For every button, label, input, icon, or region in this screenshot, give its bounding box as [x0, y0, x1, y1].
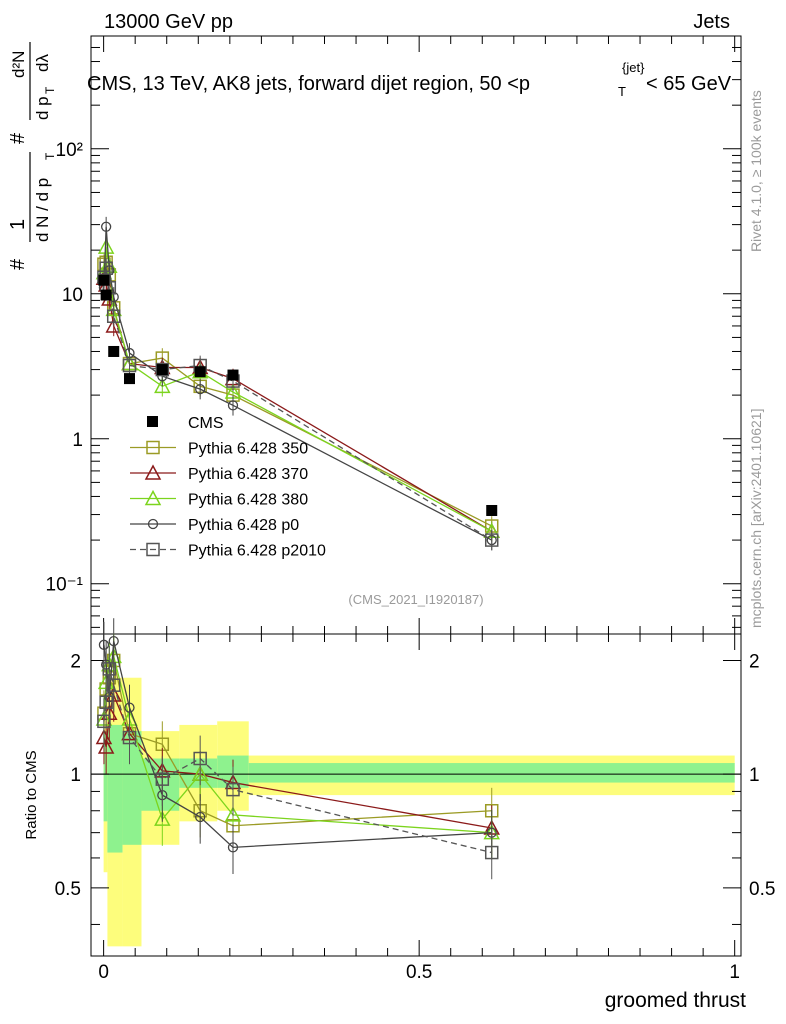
legend-marker: [146, 440, 160, 455]
ratio-point: [108, 635, 119, 647]
x-tick-label: 0: [98, 962, 109, 983]
legend-label: Pythia 6.428 p0: [188, 517, 299, 534]
band-inner: [122, 731, 142, 845]
data-point: [194, 366, 206, 378]
legend-marker: [144, 464, 162, 480]
ratio-point: [193, 751, 207, 766]
legend-label: Pythia 6.428 370: [188, 466, 308, 483]
ratio-point: [224, 806, 242, 822]
data-point: [227, 369, 239, 381]
data-point: [100, 289, 112, 301]
ylabel-dpt: d p: [33, 96, 52, 120]
ratio-tick-label-right: 2: [749, 651, 760, 672]
ylabel-one: 1: [7, 219, 29, 230]
jets-label: Jets: [693, 11, 730, 33]
band-inner: [248, 763, 735, 783]
ratio-point: [100, 659, 112, 670]
ratio-point: [155, 772, 170, 786]
ylabel-hash1: #: [7, 258, 29, 270]
y-tick-label: 10⁻¹: [46, 575, 84, 596]
data-point: [108, 345, 120, 357]
ylabel-hash2: #: [7, 132, 29, 144]
legend-marker: [146, 542, 160, 557]
data-point: [486, 504, 498, 516]
ratio-point: [484, 845, 499, 860]
ratio-tick-label-left: 2: [70, 651, 81, 672]
ylabel-dlam: dλ: [33, 54, 52, 72]
ratio-tick-label-right: 0.5: [749, 879, 775, 900]
series-point: [227, 400, 239, 411]
mcplots-label: mcplots.cern.ch [arXiv:2401.10621]: [748, 409, 764, 628]
legend-cms-marker: [147, 416, 158, 427]
title-sup: {jet}: [622, 60, 645, 75]
ratio-point: [99, 695, 113, 710]
band-inner: [107, 724, 123, 853]
ratio-point: [98, 639, 110, 650]
legend-label: Pythia 6.428 380: [188, 492, 308, 509]
ratio-tick-label-left: 1: [70, 765, 81, 786]
legend-label: Pythia 6.428 p2010: [188, 543, 326, 560]
ratio-point: [102, 662, 117, 676]
y-tick-label: 1: [72, 430, 83, 451]
energy-label: 13000 GeV pp: [104, 11, 233, 33]
y-tick-label: 10²: [56, 140, 83, 161]
ratio-tick-label-left: 0.5: [55, 879, 81, 900]
analysis-watermark: (CMS_2021_I1920187): [348, 592, 483, 607]
ratio-uncertainty-bands: [91, 677, 741, 947]
main-axis-ticks: 10⁻¹ 1 10 10²: [46, 35, 741, 628]
ratio-point: [124, 702, 135, 713]
ylabel-dn: d N / d p: [33, 178, 52, 242]
ratio-point: [154, 810, 171, 826]
ratio-point: [106, 678, 121, 692]
y-tick-label: 10: [62, 285, 83, 306]
legend-marker: [144, 489, 162, 506]
ratio-point: [97, 738, 115, 754]
title-main: CMS, 13 TeV, AK8 jets, forward dijet reg…: [87, 73, 530, 95]
ratio-point: [97, 714, 111, 729]
ratio-series: [95, 618, 500, 880]
ratio-point: [227, 842, 239, 853]
series-point: [195, 383, 206, 395]
rivet-label: Rivet 4.1.0, ≥ 100k events: [748, 90, 764, 252]
data-point: [98, 274, 110, 286]
data-point: [156, 364, 168, 376]
band-inner: [103, 731, 108, 822]
main-series: [95, 216, 500, 551]
x-axis-ticks: 0 0.5 1: [98, 36, 740, 983]
series-point: [100, 221, 112, 232]
x-tick-label: 1: [729, 962, 740, 983]
data-point: [123, 373, 135, 385]
legend: CMS Pythia 6.428 350 Pythia 6.428 370 Pythi…: [130, 415, 326, 560]
series-point: [155, 362, 170, 377]
legend-label: Pythia 6.428 350: [188, 441, 308, 458]
y-axis-label: # 1 d N / d p T # d²N d p T dλ: [7, 42, 57, 270]
series-point: [106, 309, 121, 323]
ylabel-t1: T: [43, 152, 57, 160]
legend-marker: [147, 518, 159, 530]
series-point: [154, 377, 171, 394]
ylabel-t2: T: [43, 86, 57, 94]
series-point: [99, 261, 113, 276]
ratio-point: [226, 782, 240, 797]
series-point: [484, 533, 499, 547]
ratio-plot-frame: [90, 633, 742, 957]
legend-label: CMS: [188, 415, 224, 432]
ratio-tick-label-right: 1: [749, 765, 760, 786]
series-point: [97, 238, 115, 254]
x-tick-label: 0.5: [406, 962, 432, 983]
plot-title: CMS, 13 TeV, AK8 jets, forward dijet reg…: [87, 60, 732, 99]
title-sub: T: [618, 84, 626, 99]
series-point: [105, 317, 122, 333]
ylabel-d2n: d²N: [9, 51, 28, 78]
ratio-axis-ticks: 0.5 0.5 1 1 2 2: [55, 651, 775, 925]
ratio-point: [195, 811, 206, 823]
ratio-y-label: Ratio to CMS: [23, 750, 40, 839]
ratio-point: [122, 730, 137, 745]
x-axis-label: groomed thrust: [605, 989, 746, 1012]
series-point: [122, 358, 137, 373]
title-tail: < 65 GeV: [646, 73, 732, 95]
